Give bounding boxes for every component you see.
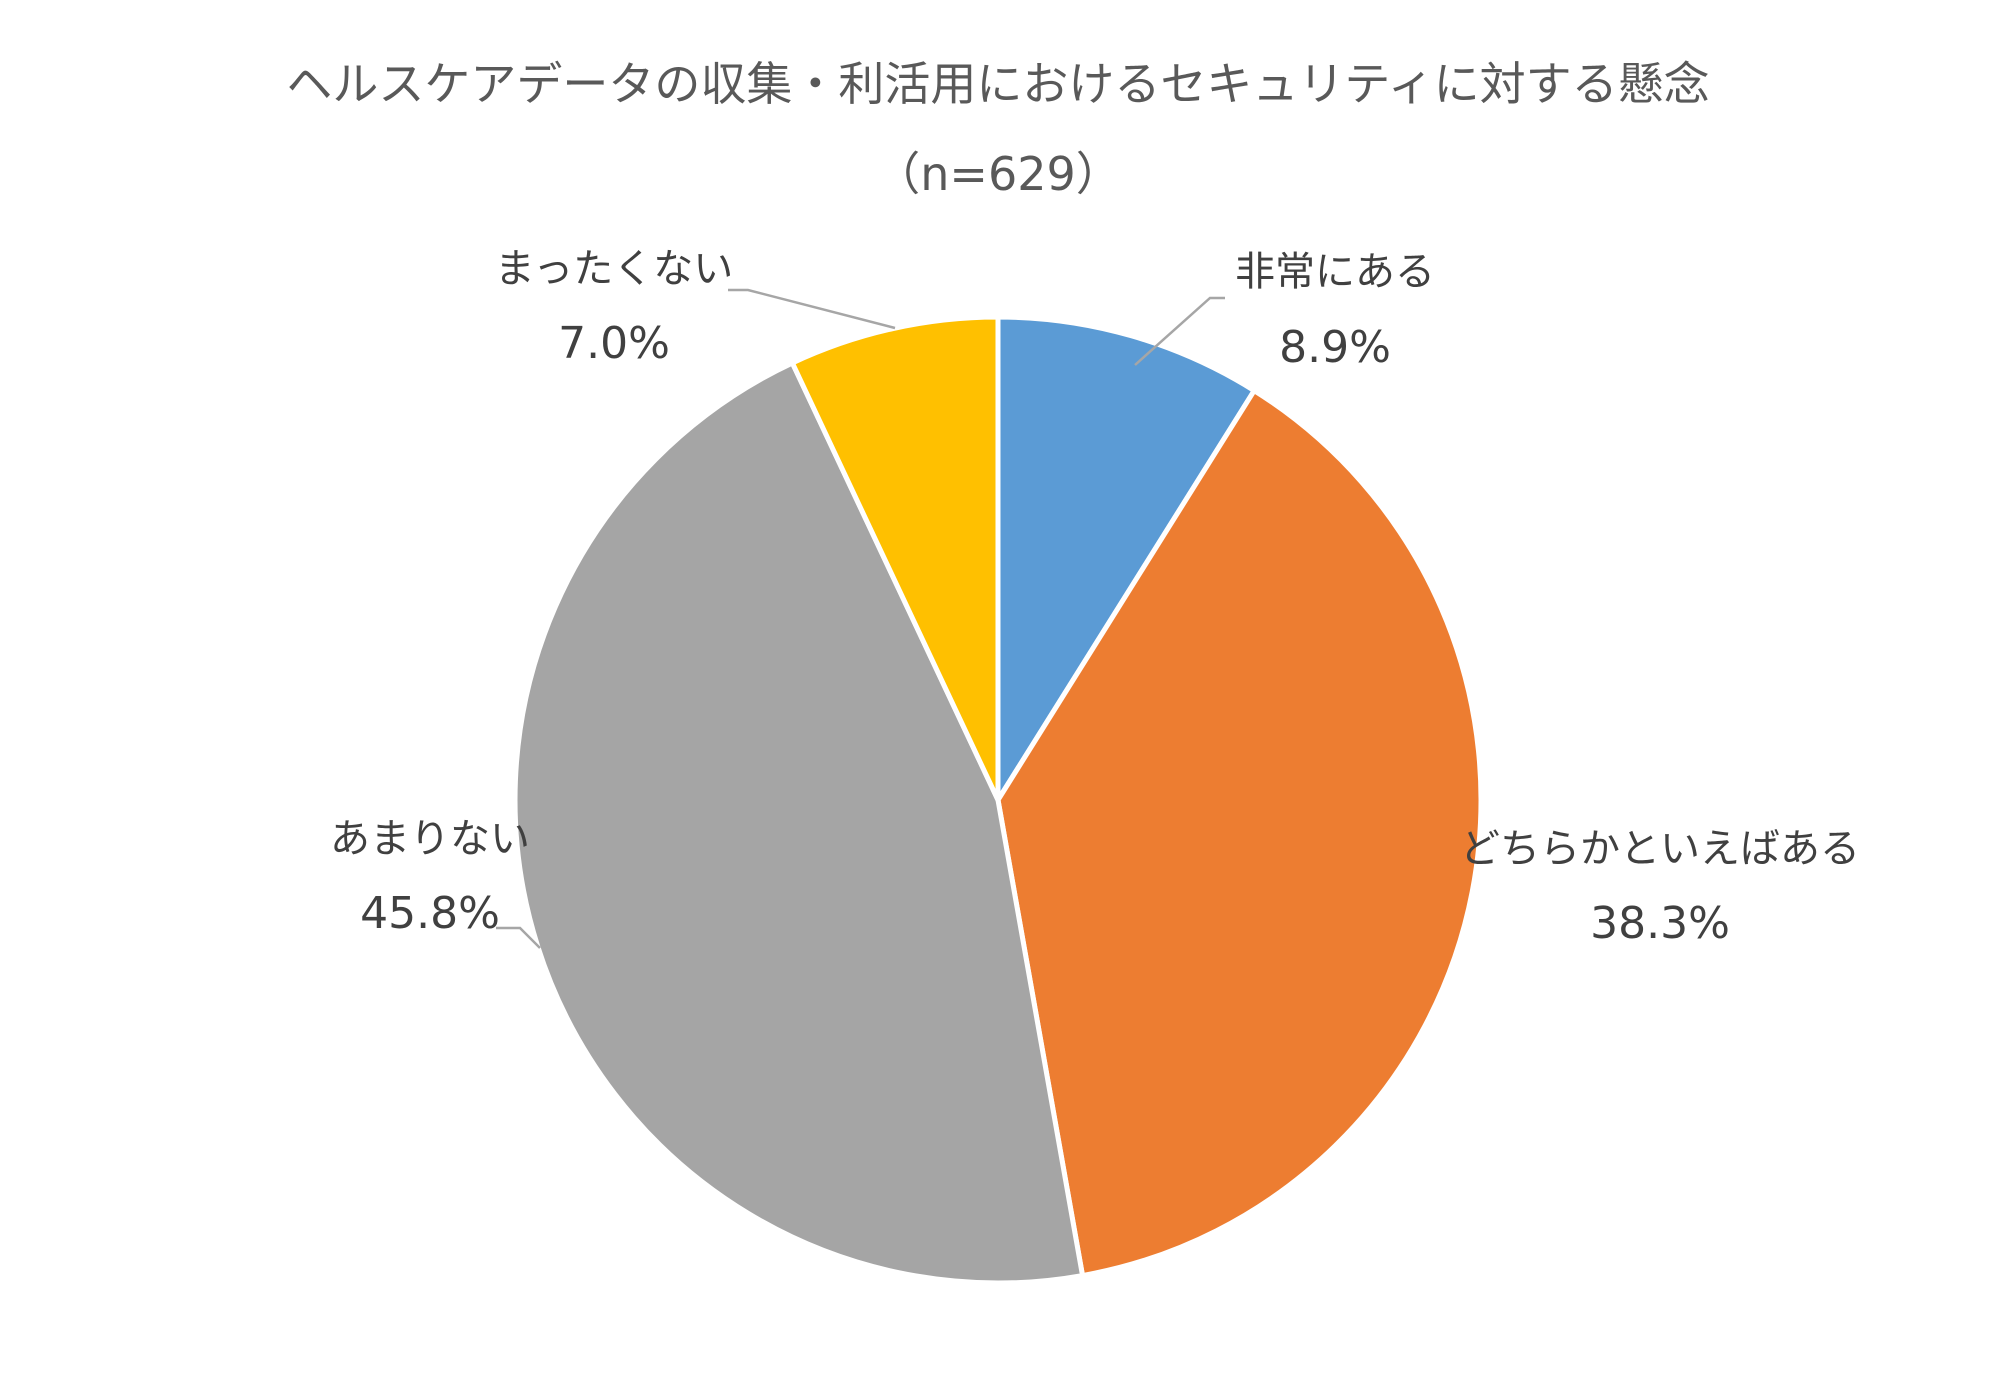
slice-labels: 非常にある 8.9% どちらかといえばある 38.3% あまりない 45.8% まったくない… xyxy=(330,246,1860,949)
chart-subtitle: （n=629） xyxy=(874,147,1122,201)
slice-value-label: 7.0% xyxy=(558,318,670,369)
leader-line xyxy=(1134,296,1225,366)
slice-label: まったくない xyxy=(495,246,733,292)
pie-slices xyxy=(512,314,1484,1286)
leader-line xyxy=(496,926,541,949)
pie-slice xyxy=(995,388,1484,1279)
chart-title: ヘルスケアデータの収集・利活用におけるセキュリティに対する懸念 xyxy=(286,57,1709,111)
slice-value-label: 38.3% xyxy=(1590,898,1730,949)
slice-label: 非常にある xyxy=(1235,249,1435,295)
leader-lines xyxy=(496,288,1225,949)
slice-value-label: 45.8% xyxy=(360,888,500,939)
slice-value-label: 8.9% xyxy=(1279,322,1391,373)
pie-slice xyxy=(995,314,1257,803)
slice-label: あまりない xyxy=(330,816,530,862)
slice-label: どちらかといえばある xyxy=(1460,826,1860,872)
leader-line xyxy=(728,288,896,330)
